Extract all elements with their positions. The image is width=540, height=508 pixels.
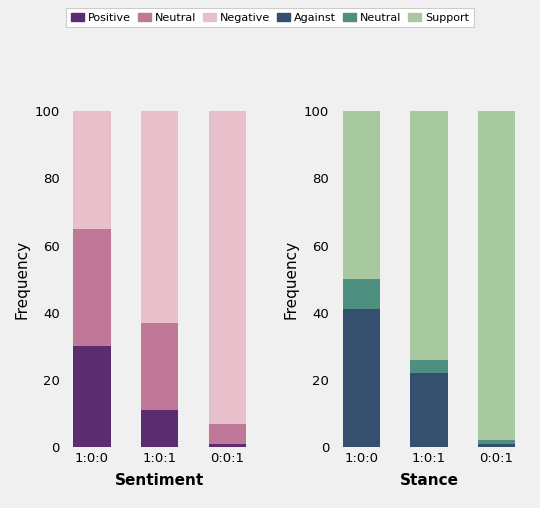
X-axis label: Stance: Stance	[400, 473, 458, 488]
Bar	[73, 229, 111, 346]
Bar	[478, 440, 515, 443]
Bar	[478, 443, 515, 447]
Bar	[141, 111, 178, 323]
Bar	[478, 111, 515, 440]
Bar	[73, 111, 111, 229]
Bar	[141, 323, 178, 410]
Bar	[208, 111, 246, 424]
Bar	[410, 360, 448, 373]
Bar	[208, 443, 246, 447]
Y-axis label: Frequency: Frequency	[284, 240, 299, 319]
Bar	[208, 424, 246, 443]
Bar	[410, 373, 448, 447]
Bar	[73, 346, 111, 447]
Bar	[410, 111, 448, 360]
Bar	[343, 309, 380, 447]
Bar	[141, 410, 178, 447]
Y-axis label: Frequency: Frequency	[14, 240, 29, 319]
Legend: Positive, Neutral, Negative, Against, Neutral, Support: Positive, Neutral, Negative, Against, Ne…	[66, 8, 474, 27]
X-axis label: Sentiment: Sentiment	[115, 473, 204, 488]
Bar	[343, 279, 380, 309]
Bar	[343, 111, 380, 279]
